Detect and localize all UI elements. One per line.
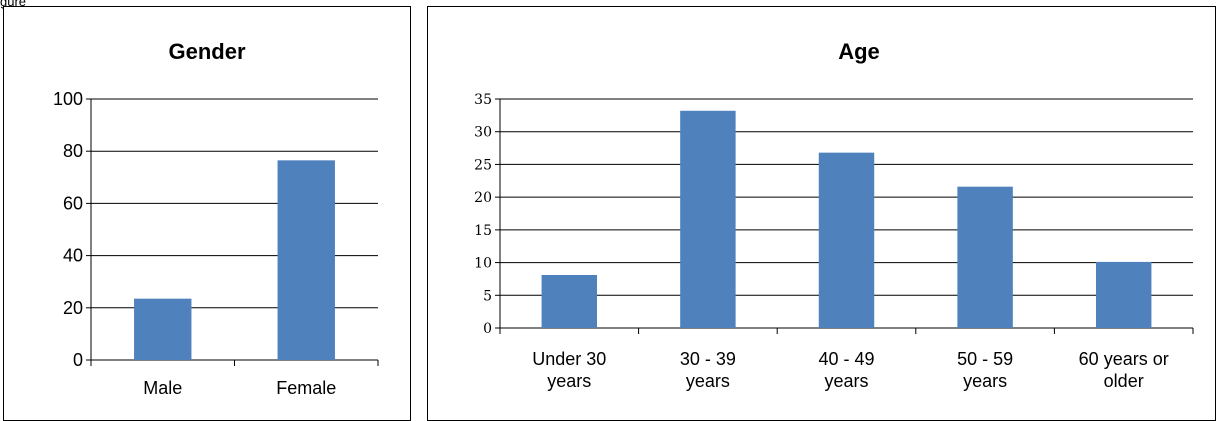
gender-chart: Gender 0 20 40 60 80 100 Male Female	[53, 39, 379, 398]
bar	[957, 186, 1013, 328]
age-chart-panel: Age 0 5 10 15 20 25 30 35 Under 30 years 30 - 39 ye…	[427, 6, 1216, 421]
x-category-label: 60 years or	[1079, 349, 1169, 369]
x-category-label: Male	[143, 378, 182, 398]
x-category-label: older	[1104, 371, 1144, 391]
bar	[680, 110, 736, 328]
y-tick-label: 40	[63, 246, 83, 266]
x-category-label: years	[824, 371, 868, 391]
x-category-label: years	[547, 371, 591, 391]
x-category-label: years	[963, 371, 1007, 391]
y-tick-label: 20	[63, 298, 83, 318]
bar	[277, 160, 335, 360]
x-category-label: 50 - 59	[957, 349, 1013, 369]
y-tick-label: 30	[474, 125, 492, 141]
y-tick-label: 15	[474, 223, 492, 239]
x-category-label: Under 30	[532, 349, 606, 369]
bar	[1095, 261, 1152, 328]
x-category-label: years	[686, 371, 730, 391]
y-tick-label: 60	[63, 193, 83, 213]
gender-plot-area: 0 20 40 60 80 100 Male Female	[53, 89, 379, 398]
y-tick-label: 80	[63, 141, 83, 161]
y-tick-label: 10	[474, 256, 492, 272]
y-tick-label: 20	[474, 190, 492, 206]
y-tick-label: 5	[483, 288, 492, 304]
y-tick-label: 35	[474, 92, 492, 108]
x-category-label: Female	[276, 378, 336, 398]
y-tick-label: 0	[73, 350, 83, 370]
bar	[818, 152, 875, 328]
y-tick-label: 25	[474, 157, 492, 173]
chart-title: Age	[838, 39, 880, 64]
y-tick-label: 100	[53, 89, 83, 109]
x-category-label: 40 - 49	[818, 349, 874, 369]
y-tick-label: 0	[483, 321, 492, 337]
chart-title: Gender	[168, 39, 245, 64]
x-category-label: 30 - 39	[680, 349, 736, 369]
gender-chart-panel: Gender 0 20 40 60 80 100 Male Female	[3, 6, 411, 421]
bar	[134, 298, 192, 360]
figure-caption: gure	[0, 0, 27, 9]
bar	[541, 275, 598, 328]
